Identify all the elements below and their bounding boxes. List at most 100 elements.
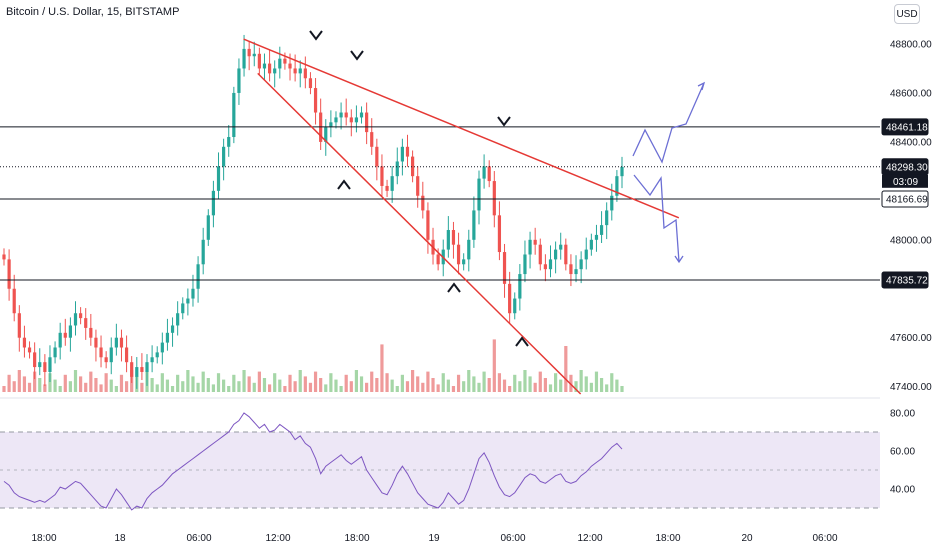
candle-body — [2, 254, 6, 260]
candle-body — [206, 215, 210, 240]
candle-body — [109, 347, 113, 363]
volume-bar — [247, 376, 251, 392]
candle-body — [528, 239, 532, 255]
candle-body — [610, 195, 614, 211]
candle-body — [349, 117, 353, 123]
candle-body — [390, 176, 394, 191]
volume-bar — [620, 386, 624, 392]
candle-body — [216, 166, 221, 191]
price-tick-label: 48400.00 — [890, 137, 932, 148]
candle-body — [211, 190, 216, 216]
candle-body — [400, 146, 404, 162]
volume-bar — [574, 381, 578, 392]
volume-bar — [405, 381, 410, 392]
volume-bar — [477, 382, 481, 392]
pivot-markers — [309, 30, 529, 347]
volume-bar — [436, 384, 440, 392]
candle-body — [227, 137, 231, 147]
candle-body — [237, 68, 241, 93]
volume-bar — [89, 371, 93, 392]
candle-body — [620, 166, 624, 177]
candle-body — [119, 337, 124, 348]
candle-body — [262, 63, 267, 69]
candle-body — [543, 264, 547, 270]
price-tag — [881, 271, 929, 289]
candle-body — [155, 352, 159, 358]
candle-body — [482, 166, 486, 179]
volume-bar — [206, 378, 210, 392]
price-tick-label: 48000.00 — [890, 235, 932, 246]
currency-button[interactable]: USD — [894, 4, 920, 24]
candle-body — [329, 122, 333, 128]
candle-body — [186, 298, 190, 304]
price-tag-label: 47835.72 — [886, 276, 928, 287]
candle-body — [462, 259, 466, 265]
volume-bar — [298, 370, 302, 392]
candle-body — [181, 303, 185, 314]
volume-bar — [53, 379, 57, 392]
volume-bar — [395, 386, 399, 392]
volume-bar — [533, 382, 537, 392]
candle-body — [518, 274, 522, 299]
volume-bar — [278, 379, 282, 392]
volume-bar — [211, 384, 216, 392]
volume-bar — [58, 386, 62, 392]
candle-body — [477, 178, 481, 211]
volume-bar — [283, 386, 287, 392]
trendline — [243, 38, 680, 219]
candle-body — [89, 327, 93, 338]
candle-body — [436, 254, 440, 265]
candle-body — [599, 225, 604, 235]
candle-body — [313, 88, 318, 113]
volume-bar — [472, 376, 476, 392]
candle-body — [416, 176, 420, 196]
volume-bar — [451, 386, 456, 392]
candle-body — [68, 325, 72, 338]
candle-body — [456, 244, 461, 265]
volume-bar — [94, 378, 98, 392]
rsi-tick-label: 80.00 — [890, 409, 915, 420]
volume-bar — [79, 376, 83, 392]
candle-body — [324, 127, 328, 142]
volume-bar — [160, 373, 164, 392]
candle-body — [523, 254, 527, 275]
pivot-low-marker — [337, 179, 351, 190]
candle-body — [446, 230, 450, 250]
volume-bar — [201, 371, 205, 392]
volume-bar — [365, 382, 369, 392]
candle-body — [492, 181, 496, 216]
candle-body — [160, 342, 164, 353]
candle-body — [385, 185, 389, 191]
volume-bar — [63, 374, 67, 392]
candle-body — [140, 367, 144, 372]
volume-bar — [252, 382, 256, 392]
time-tick-label: 12:00 — [577, 533, 602, 544]
time-tick-label: 06:00 — [500, 533, 525, 544]
candle-body — [94, 337, 98, 348]
candle-body — [170, 325, 175, 333]
volume-bar — [380, 344, 384, 392]
volume-bar — [513, 374, 517, 392]
volume-bar — [165, 379, 170, 392]
horizontal-levels — [0, 126, 880, 281]
candle-body — [222, 146, 226, 167]
candles — [2, 34, 624, 389]
time-tick-label: 19 — [428, 533, 440, 544]
volume-bar — [599, 378, 604, 392]
candle-body — [487, 166, 491, 182]
volume-bar — [293, 381, 297, 392]
volume-bar — [319, 378, 323, 392]
time-tick-label: 18:00 — [655, 533, 680, 544]
volume-bar — [589, 382, 593, 392]
rsi-band — [0, 431, 880, 509]
volume-bar — [196, 382, 200, 392]
candle-body — [538, 244, 542, 265]
pivot-low-marker — [515, 336, 529, 347]
candle-body — [135, 367, 139, 377]
volume-bar — [124, 381, 129, 392]
volume-bar — [467, 370, 471, 392]
volume-bar — [615, 379, 619, 392]
candle-body — [252, 53, 256, 57]
candle-body — [27, 347, 32, 353]
